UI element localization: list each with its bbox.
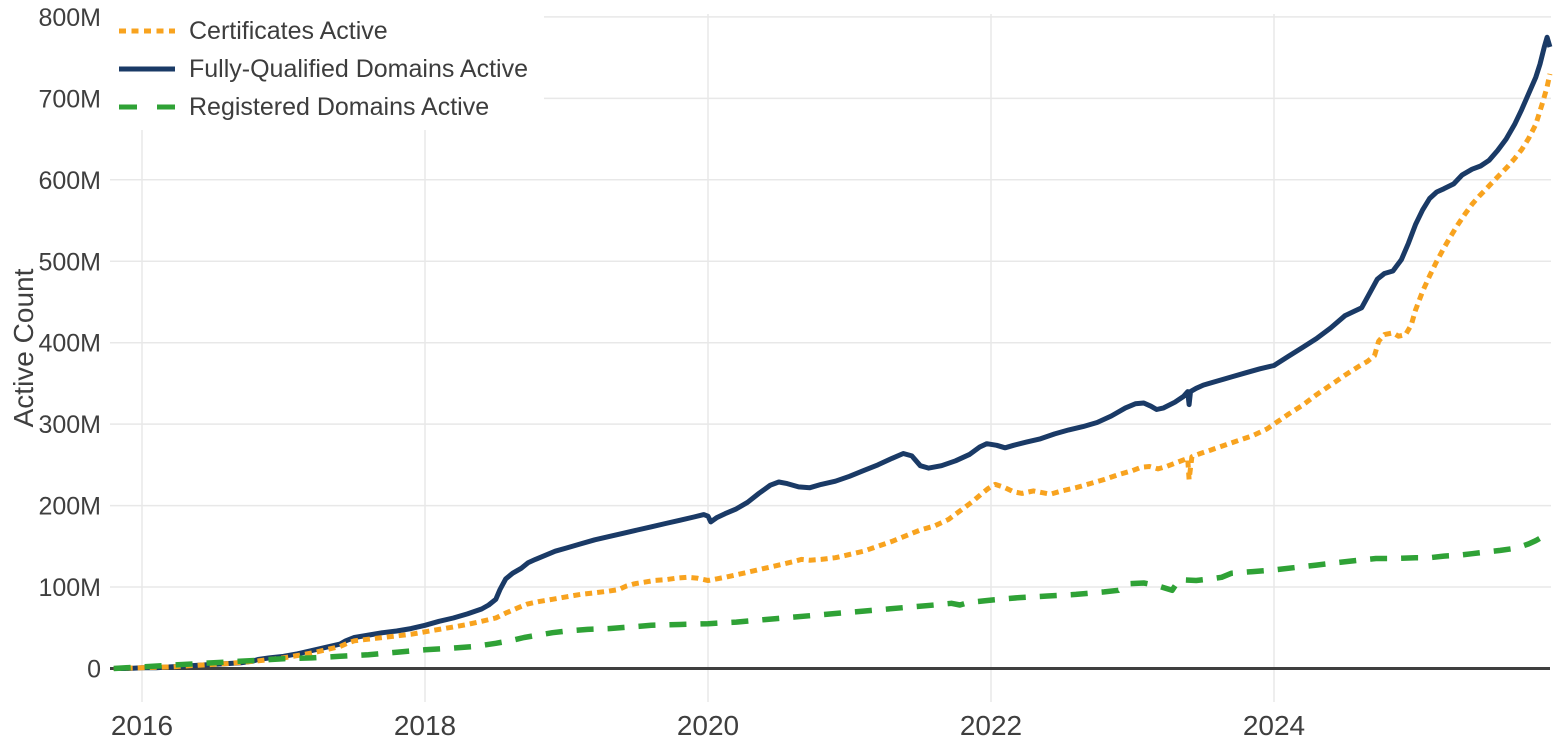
y-tick-label: 600M xyxy=(38,167,101,195)
legend-label-fqdns-active: Fully-Qualified Domains Active xyxy=(189,54,529,83)
legend-item-registered-domains-active[interactable]: Registered Domains Active xyxy=(118,88,528,126)
y-tick-label: 100M xyxy=(38,574,101,602)
y-tick-label: 300M xyxy=(38,411,101,439)
x-tick-label: 2016 xyxy=(111,710,173,741)
x-tick-label: 2024 xyxy=(1243,710,1305,741)
solid-line-swatch-icon xyxy=(119,66,175,72)
dashed-line-swatch-icon xyxy=(119,104,175,110)
dotted-line-swatch-icon xyxy=(119,28,175,34)
legend-item-certificates-active[interactable]: Certificates Active xyxy=(118,12,528,50)
y-tick-label: 800M xyxy=(38,4,101,32)
legend-label-certificates-active: Certificates Active xyxy=(189,16,388,45)
legend-item-fqdns-active[interactable]: Fully-Qualified Domains Active xyxy=(118,50,528,88)
y-axis-title: Active Count xyxy=(8,268,39,428)
y-tick-label: 700M xyxy=(38,85,101,113)
y-tick-label: 200M xyxy=(38,493,101,521)
legend: Certificates Active Fully-Qualified Doma… xyxy=(106,8,545,130)
registered-domains-active-line xyxy=(113,529,1552,672)
legend-label-registered-domains-active: Registered Domains Active xyxy=(189,92,490,121)
y-tick-label: 400M xyxy=(38,330,101,358)
x-tick-label: 2022 xyxy=(960,710,1022,741)
y-tick-label: 0 xyxy=(87,656,101,684)
x-tick-label: 2020 xyxy=(677,710,739,741)
y-tick-label: 500M xyxy=(38,248,101,276)
certificates-active-line xyxy=(113,73,1553,671)
fqdns-active-line xyxy=(113,34,1553,671)
x-tick-label: 2018 xyxy=(394,710,456,741)
